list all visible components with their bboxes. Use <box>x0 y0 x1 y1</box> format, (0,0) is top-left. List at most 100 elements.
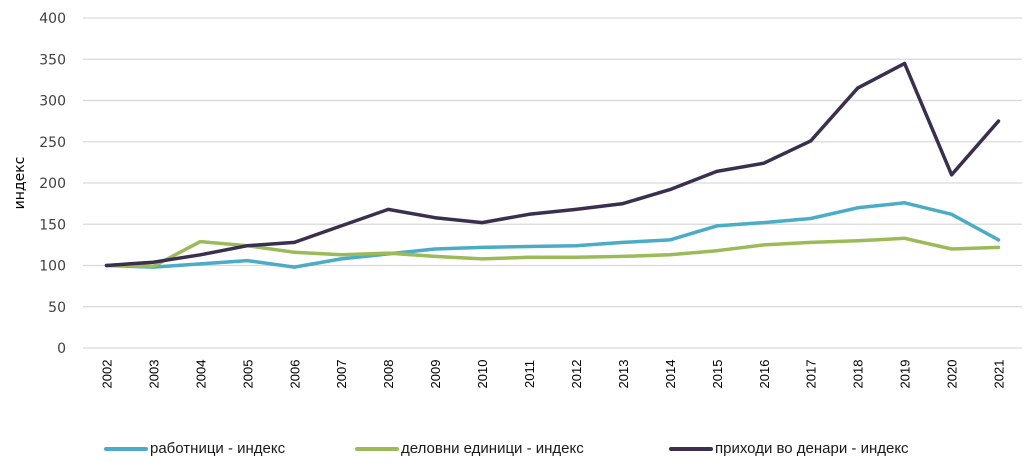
data-point <box>762 161 766 165</box>
data-point <box>668 253 672 257</box>
legend-item-workers: работници - индекс <box>104 440 285 457</box>
data-point <box>433 254 437 258</box>
y-tick-label: 50 <box>48 300 66 316</box>
data-point <box>198 262 202 266</box>
data-point <box>997 245 1001 249</box>
data-point <box>527 245 531 249</box>
legend-swatch-business-units <box>355 446 399 451</box>
y-tick-label: 150 <box>39 217 66 233</box>
x-axis-ticks: 2002 2003 2004 2005 2006 2007 2008 2009 2010 2011… <box>99 360 1006 389</box>
data-point <box>762 243 766 247</box>
data-point <box>621 202 625 206</box>
legend-swatch-revenue <box>669 446 713 451</box>
data-point <box>903 201 907 205</box>
data-point <box>621 254 625 258</box>
x-tick-label: 2002 <box>99 360 114 389</box>
data-point <box>856 239 860 243</box>
x-tick-label: 2015 <box>710 360 725 389</box>
data-point <box>480 245 484 249</box>
data-point <box>809 240 813 244</box>
x-tick-label: 2018 <box>851 360 866 389</box>
data-point <box>715 169 719 173</box>
x-tick-label: 2008 <box>381 360 396 389</box>
x-tick-label: 2012 <box>569 360 584 389</box>
legend-item-business-units: деловни единици - индекс <box>355 440 584 457</box>
data-point <box>386 207 390 211</box>
data-point <box>574 255 578 259</box>
y-tick-label: 100 <box>39 259 66 275</box>
data-point <box>292 240 296 244</box>
y-tick-label: 250 <box>39 135 66 151</box>
x-tick-label: 2006 <box>287 360 302 389</box>
data-point <box>386 251 390 255</box>
y-tick-label: 350 <box>39 52 66 68</box>
data-point <box>292 265 296 269</box>
gridlines <box>83 17 1022 349</box>
data-point <box>527 255 531 259</box>
data-point <box>527 212 531 216</box>
data-point <box>480 257 484 261</box>
data-point <box>574 207 578 211</box>
x-tick-label: 2011 <box>522 360 537 388</box>
data-point <box>950 247 954 251</box>
data-point <box>903 236 907 240</box>
data-point <box>245 244 249 248</box>
data-point <box>715 224 719 228</box>
y-axis-label: индекс <box>12 157 28 210</box>
x-tick-label: 2004 <box>193 360 208 389</box>
legend-item-revenue: приходи во денари - индекс <box>669 440 909 457</box>
x-tick-label: 2005 <box>240 360 255 389</box>
x-tick-label: 2009 <box>428 360 443 389</box>
data-point <box>198 240 202 244</box>
x-tick-label: 2016 <box>757 360 772 389</box>
data-point <box>339 253 343 257</box>
legend: работници - индекс деловни единици - инд… <box>0 440 1030 466</box>
data-point <box>433 216 437 220</box>
y-tick-label: 200 <box>39 176 66 192</box>
series-line-revenue <box>104 61 1001 268</box>
data-point <box>856 206 860 210</box>
x-tick-label: 2021 <box>992 360 1007 389</box>
data-point <box>339 257 343 261</box>
data-point <box>950 173 954 177</box>
legend-label-revenue: приходи во денари - индекс <box>715 440 909 457</box>
data-point <box>668 238 672 242</box>
data-point <box>809 216 813 220</box>
y-tick-label: 400 <box>39 11 66 27</box>
data-point <box>903 61 907 65</box>
data-point <box>292 250 296 254</box>
data-point <box>151 260 155 264</box>
x-tick-label: 2019 <box>898 360 913 389</box>
data-point <box>151 264 155 268</box>
legend-label-workers: работници - индекс <box>150 440 286 457</box>
y-axis-ticks: 0 50 100 150 200 250 300 350 400 <box>39 11 66 357</box>
data-point <box>997 119 1001 123</box>
legend-swatch-workers <box>104 446 148 451</box>
y-tick-label: 0 <box>57 341 66 357</box>
data-point <box>621 240 625 244</box>
data-point <box>950 212 954 216</box>
data-point <box>433 247 437 251</box>
data-point <box>668 188 672 192</box>
data-point <box>480 221 484 225</box>
x-tick-label: 2010 <box>475 360 490 389</box>
data-point <box>104 264 108 267</box>
data-point <box>339 224 343 228</box>
y-tick-label: 300 <box>39 94 66 110</box>
data-point <box>809 139 813 143</box>
x-tick-label: 2014 <box>663 360 678 389</box>
data-point <box>574 244 578 248</box>
data-point <box>856 86 860 90</box>
x-tick-label: 2020 <box>945 360 960 389</box>
x-tick-label: 2007 <box>334 360 349 389</box>
data-point <box>762 221 766 225</box>
data-point <box>997 238 1001 242</box>
series-line-workers <box>104 201 1001 269</box>
series-lines <box>104 61 1001 269</box>
data-point <box>715 249 719 253</box>
legend-label-business-units: деловни единици - индекс <box>401 440 584 457</box>
x-tick-label: 2013 <box>616 360 631 389</box>
x-tick-label: 2017 <box>804 360 819 389</box>
x-tick-label: 2003 <box>146 360 161 389</box>
